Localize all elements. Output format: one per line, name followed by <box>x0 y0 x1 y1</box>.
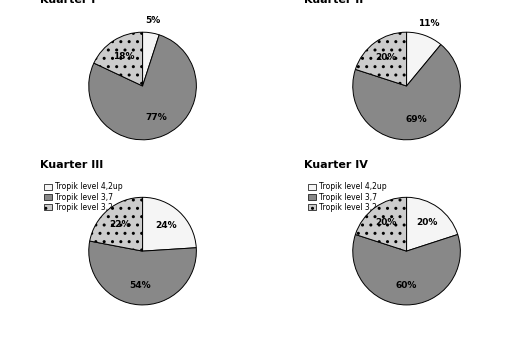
Wedge shape <box>143 197 196 251</box>
Wedge shape <box>407 32 441 86</box>
Legend: Tropik level 4,2up, Tropik level 3,7, Tropik level 3,2: Tropik level 4,2up, Tropik level 3,7, Tr… <box>307 182 388 212</box>
Text: 22%: 22% <box>110 220 131 229</box>
Text: Kuarter IV: Kuarter IV <box>304 160 367 170</box>
Text: 77%: 77% <box>146 114 167 122</box>
Wedge shape <box>89 241 196 305</box>
Text: 20%: 20% <box>417 218 438 227</box>
Text: 24%: 24% <box>156 221 177 230</box>
Text: 20%: 20% <box>375 218 397 227</box>
Wedge shape <box>407 197 458 251</box>
Text: 54%: 54% <box>129 281 151 290</box>
Text: Kuarter I: Kuarter I <box>40 0 95 5</box>
Text: 20%: 20% <box>375 53 397 62</box>
Text: Kuarter III: Kuarter III <box>40 160 103 170</box>
Text: 18%: 18% <box>113 52 135 61</box>
Wedge shape <box>355 32 407 86</box>
Wedge shape <box>353 235 460 305</box>
Text: 5%: 5% <box>145 16 161 25</box>
Text: 11%: 11% <box>418 19 440 28</box>
Wedge shape <box>90 197 143 251</box>
Wedge shape <box>89 35 196 140</box>
Wedge shape <box>143 32 159 86</box>
Wedge shape <box>353 44 460 140</box>
Text: 60%: 60% <box>396 281 417 290</box>
Text: 69%: 69% <box>406 115 427 124</box>
Wedge shape <box>355 197 407 251</box>
Wedge shape <box>94 32 143 86</box>
Text: Kuarter II: Kuarter II <box>304 0 363 5</box>
Legend: Tropik level 4,2up, Tropik level 3,7, Tropik level 3,2: Tropik level 4,2up, Tropik level 3,7, Tr… <box>43 182 124 212</box>
